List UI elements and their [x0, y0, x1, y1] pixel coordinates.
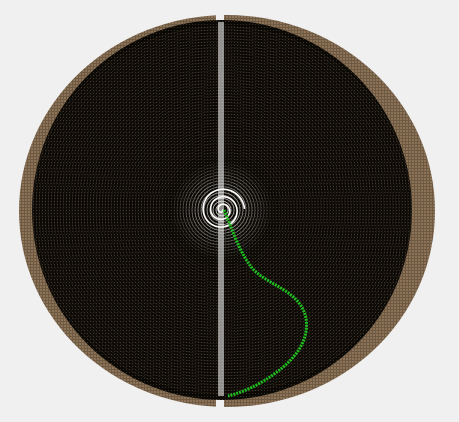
page: {} (() => { const data = JSON.parse(docu… [0, 0, 459, 422]
spiral-view [0, 0, 459, 422]
